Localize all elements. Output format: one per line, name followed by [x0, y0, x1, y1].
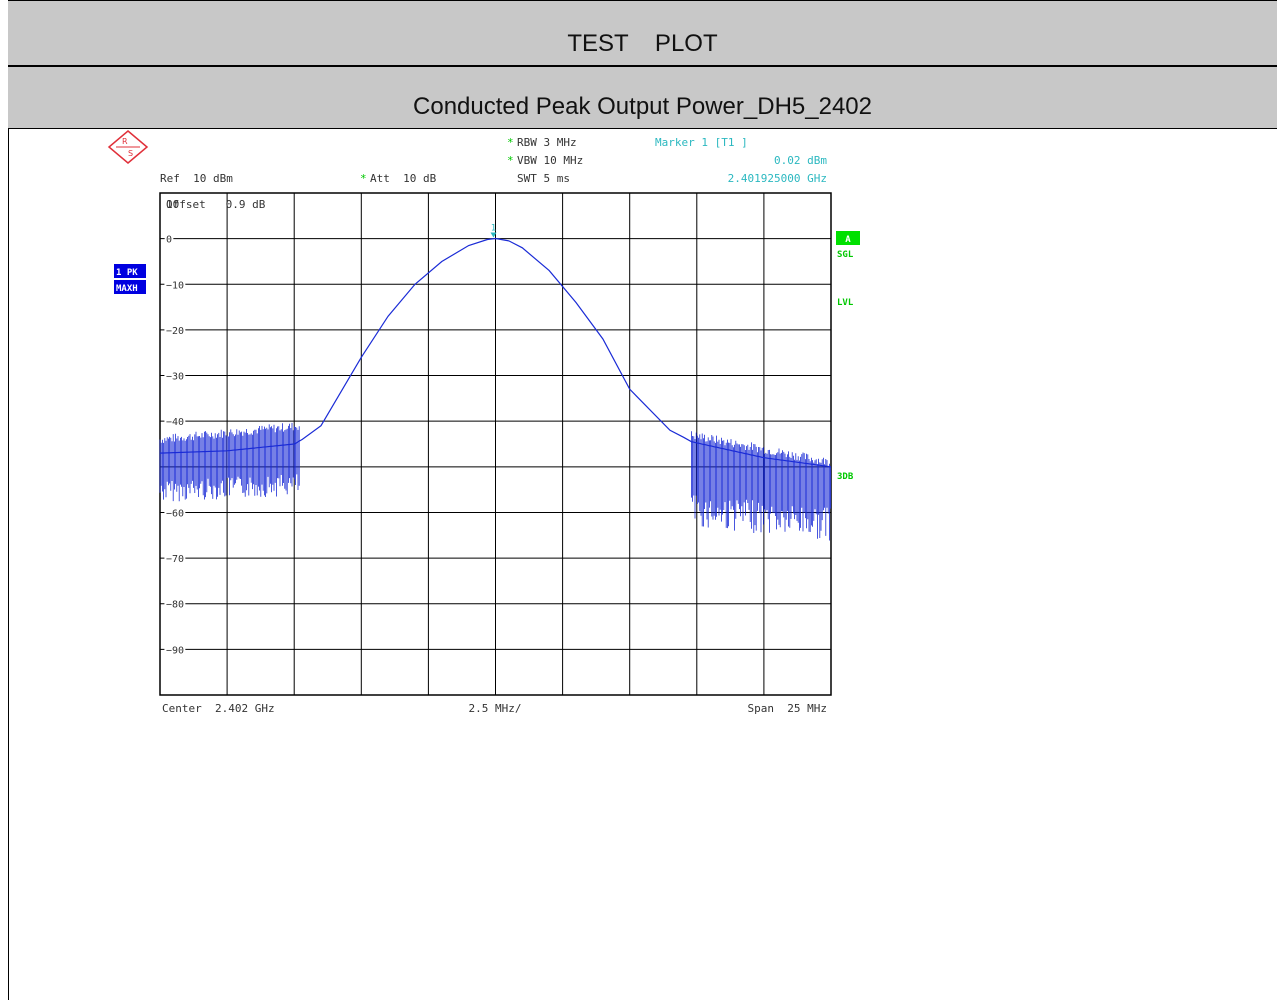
side-a-badge — [836, 231, 860, 245]
marker-label: Marker 1 [T1 ] — [655, 136, 748, 149]
rbw-star: * — [507, 136, 514, 149]
swt-label: SWT 5 ms — [517, 172, 570, 185]
side-a-label: A — [845, 235, 851, 245]
svg-text:S: S — [128, 149, 133, 158]
y-tick-label: −30 — [166, 372, 184, 383]
y-tick-label: −90 — [166, 645, 184, 656]
y-tick-label: −10 — [166, 280, 184, 291]
plot-area: 0 −10 −20 −30 −40 −60 −70 −80 −90 10 Offset 0.9 d… — [159, 192, 832, 696]
side-sgl-label: SGL — [837, 250, 854, 260]
marker-level: 0.02 dBm — [774, 154, 827, 167]
marker: 1 — [490, 224, 497, 238]
y-tick-label: 10 — [166, 198, 179, 211]
side-lvl-label: LVL — [837, 298, 854, 308]
trace-label: 1 PK — [116, 268, 138, 278]
trace-mode: MAXH — [116, 284, 138, 294]
page-frame — [8, 0, 1277, 1000]
ref-label: Ref 10 dBm — [160, 172, 233, 185]
y-tick-label: −70 — [166, 554, 184, 565]
vbw-label: VBW 10 MHz — [517, 154, 583, 167]
marker-frequency: 2.401925000 GHz — [728, 172, 827, 185]
rs-logo-icon: R S — [107, 130, 149, 164]
vbw-star: * — [507, 154, 514, 167]
y-tick-label: −80 — [166, 600, 184, 611]
page-title: TEST PLOT — [8, 0, 1277, 66]
y-tick-label: 0 — [166, 235, 172, 246]
per-div-label: 2.5 MHz/ — [469, 702, 522, 715]
span-label: Span 25 MHz — [748, 702, 827, 715]
marker-number: 1 — [491, 224, 496, 234]
att-label: Att 10 dB — [370, 172, 437, 185]
rbw-label: RBW 3 MHz — [517, 136, 577, 149]
offset-label: Offset 0.9 dB — [166, 198, 266, 211]
y-tick-label: −60 — [166, 508, 184, 519]
y-tick-label: −40 — [166, 417, 184, 428]
center-label: Center 2.402 GHz — [162, 702, 275, 715]
trace — [159, 237, 832, 541]
noise-floor-left — [159, 422, 300, 502]
noise-floor-right — [691, 431, 831, 541]
trace-indicator: 1 PK MAXH — [114, 264, 146, 294]
att-star: * — [360, 172, 367, 185]
y-tick-label: −20 — [166, 326, 184, 337]
trace-envelope — [159, 237, 832, 468]
svg-text:R: R — [122, 137, 128, 146]
plot-subtitle: Conducted Peak Output Power_DH5_2402 — [8, 66, 1277, 129]
y-tick-labels: 0 −10 −20 −30 −40 −60 −70 −80 −90 10 — [164, 198, 186, 658]
marker-triangle — [490, 232, 497, 238]
side-3db-label: 3DB — [837, 472, 854, 482]
